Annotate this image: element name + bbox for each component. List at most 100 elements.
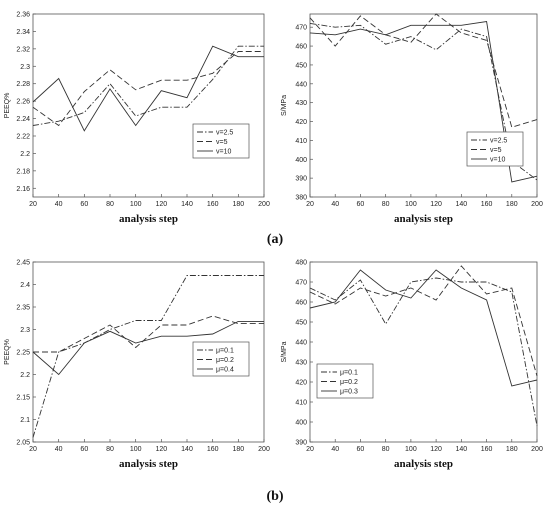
x-tick-label: 80: [106, 201, 114, 208]
x-tick-label: 180: [232, 446, 244, 453]
y-tick-label: 2.3: [20, 64, 30, 71]
y-tick-label: 2.28: [16, 81, 30, 88]
y-tick-label: 2.36: [16, 12, 30, 19]
y-tick-label: 420: [295, 380, 307, 387]
y-tick-label: 2.22: [16, 134, 30, 141]
x-tick-label: 100: [405, 446, 417, 453]
x-tick-label: 20: [29, 446, 37, 453]
x-tick-label: 60: [357, 446, 365, 453]
y-tick-label: 2.1: [20, 417, 30, 424]
y-tick-label: 400: [295, 420, 307, 427]
y-tick-label: 2.25: [16, 350, 30, 357]
x-tick-label: 140: [455, 446, 467, 453]
y-tick-label: 390: [295, 440, 307, 447]
x-tick-label: 120: [155, 446, 167, 453]
x-tick-label: 20: [306, 201, 314, 208]
y-tick-label: 2.18: [16, 168, 30, 175]
y-tick-label: 2.15: [16, 395, 30, 402]
x-axis-label: analysis step: [394, 458, 453, 470]
series-line-1: [32, 275, 264, 438]
x-tick-label: 180: [232, 201, 244, 208]
plot-frame: [32, 13, 265, 198]
y-tick-label: 450: [295, 62, 307, 69]
y-tick-label: 460: [295, 300, 307, 307]
series-line-2: [309, 265, 538, 377]
caption-b: (b): [266, 489, 283, 504]
x-tick-label: 200: [531, 446, 543, 453]
y-tick-label: 420: [295, 119, 307, 126]
x-tick-label: 160: [207, 201, 219, 208]
plot-frame: [309, 13, 538, 198]
x-tick-label: 100: [130, 201, 142, 208]
x-tick-label: 140: [181, 446, 193, 453]
x-tick-label: 140: [455, 201, 467, 208]
y-tick-label: 470: [295, 25, 307, 32]
x-axis-label: analysis step: [119, 458, 178, 470]
x-axis-label: analysis step: [394, 213, 453, 225]
legend-entry-3: μ=0.4: [216, 367, 234, 374]
x-tick-label: 160: [481, 201, 493, 208]
x-tick-label: 160: [481, 446, 493, 453]
series-line-2: [309, 13, 538, 128]
y-tick-label: 430: [295, 360, 307, 367]
x-tick-label: 160: [207, 446, 219, 453]
y-tick-label: 2.34: [16, 29, 30, 36]
plot-frame: [309, 261, 538, 443]
chart-2: 20 40 60 80 100 120 140 160 180 200 380 390 400 410 42…: [281, 13, 543, 225]
legend-box: [466, 131, 524, 167]
series-line-2: [33, 315, 264, 353]
series-line-2: [32, 51, 264, 127]
x-tick-label: 40: [331, 201, 339, 208]
y-tick-label: 2.3: [20, 327, 30, 334]
x-tick-label: 60: [80, 201, 88, 208]
y-axis-label: S/MPa: [281, 95, 288, 116]
chart-1: 20 40 60 80 100 120 140 160 180 200 2.16 2.18 2.2 2.2…: [4, 12, 270, 226]
y-tick-label: 440: [295, 340, 307, 347]
legend-entry-2: μ=0.2: [216, 357, 234, 364]
x-tick-label: 20: [306, 446, 314, 453]
legend-box: [192, 123, 250, 159]
x-tick-label: 180: [506, 201, 518, 208]
series-line-1: [309, 22, 538, 181]
legend-entry-2: v=5: [490, 147, 502, 154]
x-tick-label: 100: [405, 201, 417, 208]
y-tick-label: 460: [295, 44, 307, 51]
x-tick-label: 80: [106, 446, 114, 453]
series-line-3: [309, 269, 538, 387]
chart-4: 20 40 60 80 100 120 140 160 180 200 390 400 410 420 43…: [281, 260, 543, 471]
y-tick-label: 480: [295, 260, 307, 267]
series-line-3: [32, 45, 264, 132]
x-tick-label: 40: [55, 201, 63, 208]
x-tick-label: 40: [55, 446, 63, 453]
x-tick-label: 60: [80, 446, 88, 453]
legend-entry-3: v=10: [216, 149, 231, 156]
y-tick-label: 410: [295, 400, 307, 407]
legend-box: [316, 363, 374, 399]
legend-box: [192, 341, 250, 377]
legend: μ=0.1 μ=0.2 μ=0.4: [192, 341, 250, 377]
y-tick-label: 2.2: [20, 151, 30, 158]
chart-3: 20 40 60 80 100 120 140 160 180 200 2.05 2.1 2.15 2.2…: [4, 260, 270, 471]
legend-entry-1: μ=0.1: [216, 348, 234, 355]
legend: μ=0.1 μ=0.2 μ=0.3: [316, 363, 374, 399]
y-tick-label: 440: [295, 81, 307, 88]
x-axis-label: analysis step: [119, 213, 178, 225]
legend-entry-3: v=10: [490, 157, 505, 164]
x-tick-label: 120: [155, 201, 167, 208]
y-tick-label: 2.4: [20, 282, 30, 289]
x-tick-label: 120: [430, 201, 442, 208]
series-line-3: [309, 20, 538, 183]
x-tick-label: 120: [430, 446, 442, 453]
y-tick-label: 2.24: [16, 116, 30, 123]
y-tick-label: 2.32: [16, 46, 30, 53]
legend-entry-1: v=2.5: [216, 130, 233, 137]
x-tick-label: 140: [181, 201, 193, 208]
y-tick-label: 400: [295, 157, 307, 164]
x-tick-label: 20: [29, 201, 37, 208]
legend: v=2.5 v=5 v=10: [192, 123, 250, 159]
x-tick-label: 60: [357, 201, 365, 208]
x-tick-label: 200: [258, 446, 270, 453]
y-tick-label: 390: [295, 176, 307, 183]
y-axis-label: S/MPa: [281, 341, 288, 362]
